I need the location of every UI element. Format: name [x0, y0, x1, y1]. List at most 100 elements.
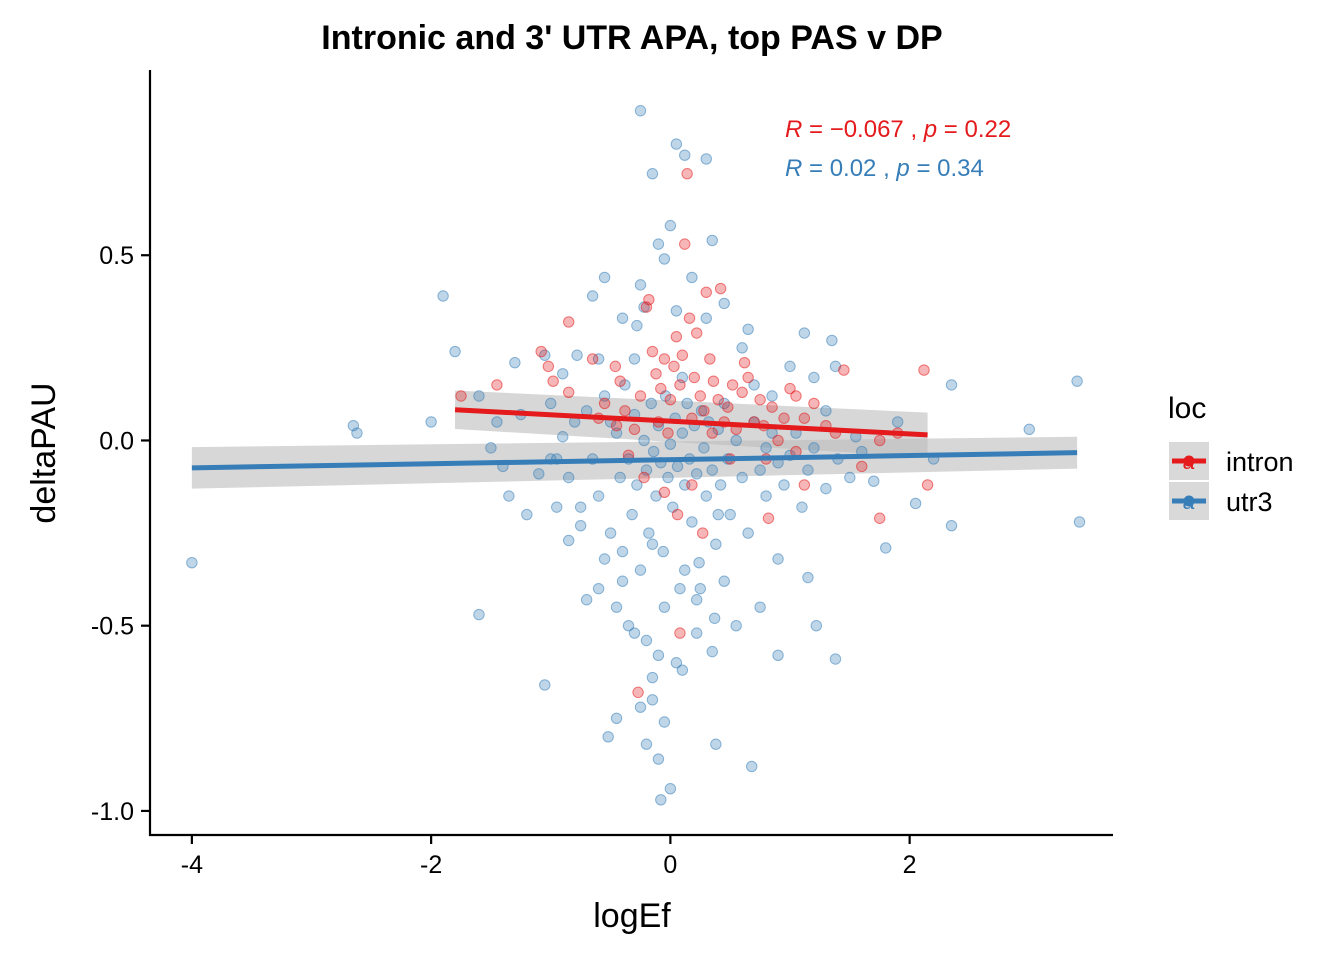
point-utr3	[754, 601, 766, 613]
point-intron	[535, 345, 547, 358]
point-utr3	[706, 645, 718, 658]
point-utr3	[626, 508, 638, 521]
point-utr3	[708, 612, 721, 624]
point-utr3	[449, 345, 461, 358]
point-utr3	[772, 649, 784, 662]
point-intron	[662, 427, 674, 439]
point-intron	[778, 412, 790, 424]
point-intron	[712, 394, 724, 406]
point-utr3	[686, 271, 698, 284]
point-intron	[686, 479, 698, 491]
point-utr3	[485, 442, 497, 454]
x-tick-label: -4	[181, 851, 203, 879]
point-utr3	[628, 353, 641, 365]
x-axis-ticks: -4 -2 0 2	[181, 835, 917, 879]
point-intron	[632, 686, 644, 699]
point-utr3	[706, 464, 718, 476]
x-axis-title: logEf	[593, 897, 671, 935]
point-utr3	[562, 471, 575, 484]
point-intron	[694, 390, 706, 402]
point-utr3	[646, 538, 659, 550]
fit-line-intron	[454, 407, 928, 438]
point-utr3	[700, 490, 712, 502]
point-intron	[738, 356, 751, 369]
point-intron	[658, 486, 671, 499]
point-utr3	[844, 471, 856, 484]
point-utr3	[592, 582, 605, 595]
point-utr3	[473, 390, 485, 402]
point-utr3	[710, 538, 722, 550]
point-utr3	[574, 501, 587, 513]
point-utr3	[679, 149, 691, 161]
point-intron	[838, 364, 850, 376]
point-intron	[688, 371, 701, 384]
point-utr3	[909, 497, 922, 510]
point-intron	[754, 394, 766, 406]
point-intron	[700, 286, 712, 298]
point-utr3	[671, 460, 684, 473]
point-utr3	[562, 534, 575, 547]
point-intron	[676, 349, 689, 361]
point-intron	[808, 397, 820, 410]
y-axis-ticks: 0.5 0.0 -0.5 -1.0	[91, 242, 150, 826]
point-utr3	[693, 557, 705, 569]
point-intron	[671, 508, 684, 521]
point-utr3	[690, 594, 703, 606]
point-utr3	[610, 712, 623, 725]
point-utr3	[551, 501, 563, 513]
y-tick-label: -0.5	[91, 613, 134, 641]
point-intron	[674, 627, 686, 639]
point-intron	[690, 327, 703, 339]
point-utr3	[808, 442, 820, 454]
point-utr3	[1023, 423, 1035, 436]
point-intron	[547, 375, 559, 387]
point-utr3	[652, 753, 665, 765]
legend-key-glyph: a	[1183, 489, 1195, 514]
point-utr3	[628, 627, 641, 639]
point-utr3	[706, 234, 718, 247]
point-utr3	[557, 431, 569, 443]
point-utr3	[754, 464, 766, 476]
x-tick-label: -2	[420, 851, 442, 879]
point-utr3	[808, 371, 820, 384]
legend-key-point	[1183, 455, 1195, 467]
point-utr3	[724, 508, 736, 521]
legend-label-intron: intron	[1226, 447, 1294, 477]
point-utr3	[730, 619, 742, 632]
point-utr3	[473, 608, 485, 621]
point-utr3	[645, 397, 657, 410]
point-utr3	[640, 738, 653, 750]
point-utr3	[945, 379, 958, 391]
point-utr3	[784, 360, 796, 373]
point-intron	[762, 512, 775, 524]
point-utr3	[647, 445, 660, 458]
point-intron	[736, 386, 748, 399]
x-tick-label: 0	[663, 851, 677, 879]
point-utr3	[945, 519, 958, 532]
point-utr3	[829, 653, 842, 665]
point-intron	[650, 368, 662, 380]
point-intron	[674, 379, 686, 391]
point-utr3	[631, 319, 643, 332]
point-intron	[562, 316, 575, 328]
point-intron	[638, 471, 650, 484]
point-utr3	[676, 427, 689, 439]
legend-label-utr3: utr3	[1226, 487, 1273, 517]
point-intron	[634, 390, 647, 402]
point-utr3	[658, 253, 671, 265]
point-utr3	[640, 634, 653, 647]
point-intron	[646, 345, 659, 358]
stat-label-utr3: R = 0.02 , p = 0.34	[785, 155, 984, 182]
y-tick-label: -1.0	[91, 798, 134, 826]
point-utr3	[748, 379, 760, 391]
point-utr3	[533, 468, 545, 480]
y-tick-label: 0.5	[99, 242, 134, 270]
point-utr3	[652, 649, 665, 662]
point-utr3	[557, 368, 569, 380]
point-utr3	[760, 490, 772, 502]
point-intron	[772, 434, 784, 447]
point-intron	[491, 379, 503, 391]
point-utr3	[686, 516, 698, 528]
point-utr3	[746, 760, 758, 773]
